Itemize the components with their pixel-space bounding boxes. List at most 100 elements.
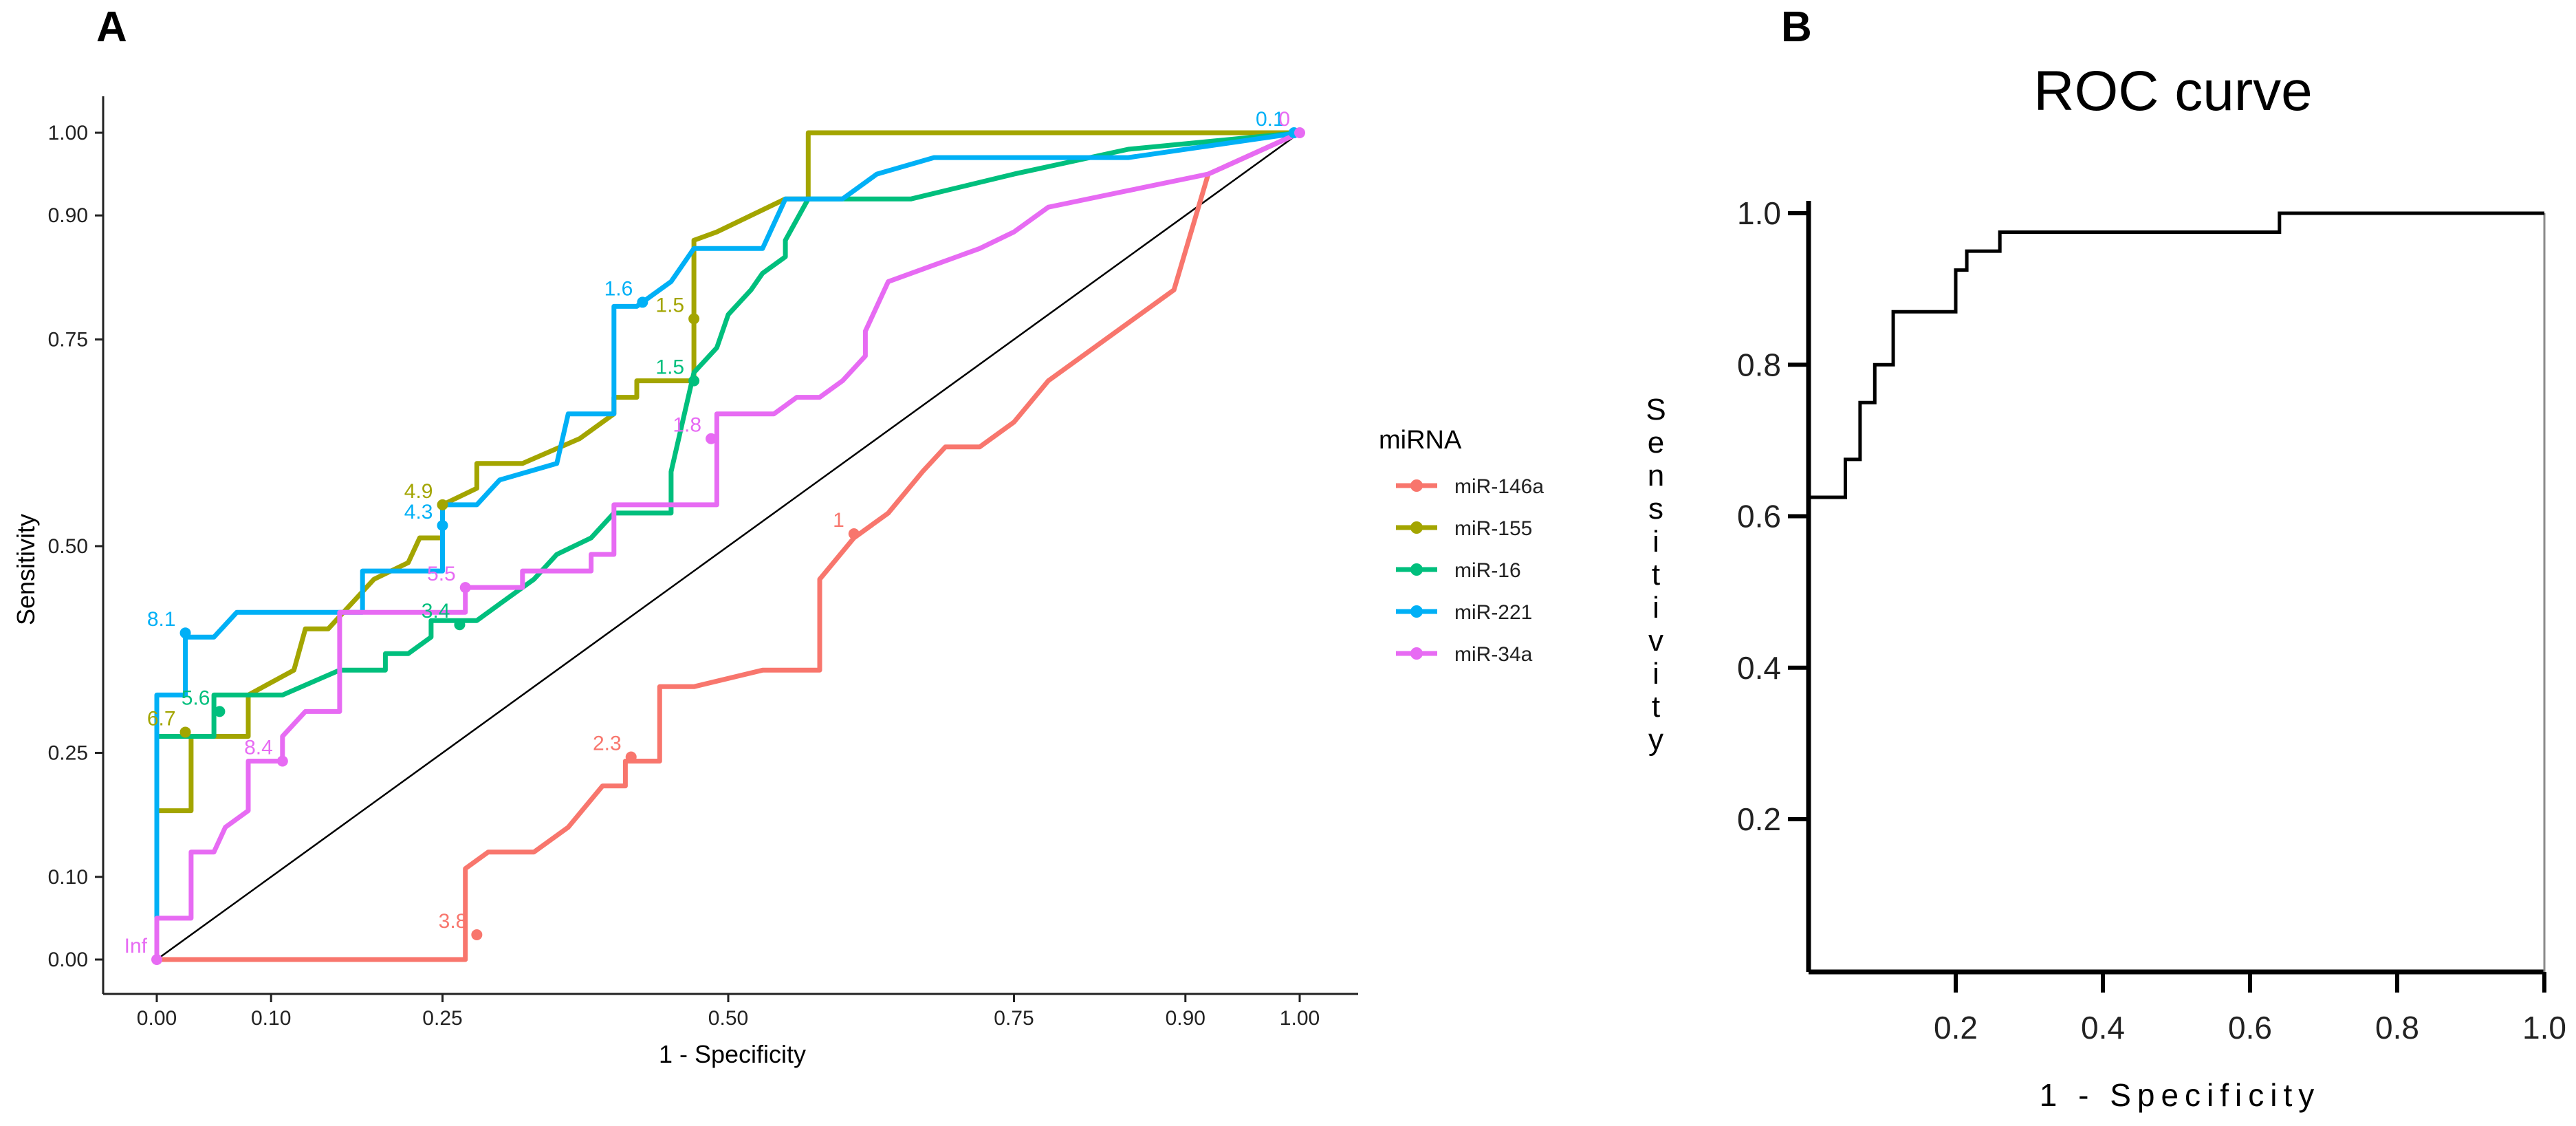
threshold-label-mir-16: 3.4 bbox=[422, 600, 450, 622]
roc-step-line bbox=[1809, 211, 2544, 499]
series-line-mir-16 bbox=[154, 130, 1300, 960]
threshold-point-mir-34a bbox=[151, 954, 162, 965]
legend-title: miRNA bbox=[1379, 426, 1462, 455]
panel-b-x-axis-title: 1 - Specificity bbox=[2040, 1077, 2321, 1113]
panel-a-x-tick-label: 1.00 bbox=[1280, 1007, 1320, 1030]
panel-a-y-tick-label: 0.00 bbox=[48, 949, 88, 971]
panel-a-y-tick-label: 0.50 bbox=[48, 535, 88, 558]
threshold-point-mir-221 bbox=[437, 519, 448, 531]
panel-b-y-ticks: 0.2 0.4 0.6 0.8 1.0 bbox=[1737, 195, 1809, 837]
panel-b-y-axis-title-letter: y bbox=[1648, 723, 1663, 757]
panel-a-y-ticks: 0.00 0.10 0.25 0.50 0.75 0.90 1.00 bbox=[48, 122, 103, 971]
panel-b-y-axis-title-letter: t bbox=[1652, 558, 1660, 592]
panel-b-x-tick-label: 0.4 bbox=[2081, 1010, 2125, 1046]
panel-a-threshold-markers: 3.8 2.3 1 6.7 4.9 1.5 5.6 3.4 1.5 8.1 4.3 1.6 0.1 Inf… bbox=[124, 108, 1305, 965]
legend-items: miR-146a miR-155 miR-16 miR-221 miR-34a bbox=[1396, 475, 1544, 666]
panel-a-x-tick-label: 0.75 bbox=[994, 1007, 1034, 1030]
panel-b-x-tick-label: 0.6 bbox=[2228, 1010, 2272, 1046]
threshold-label-mir-146a: 3.8 bbox=[439, 910, 468, 933]
threshold-point-mir-16 bbox=[688, 375, 700, 387]
panel-a-y-tick-label: 0.10 bbox=[48, 866, 88, 889]
legend-label-mir-16: miR-16 bbox=[1454, 559, 1521, 582]
threshold-point-mir-34a bbox=[276, 755, 288, 767]
threshold-point-mir-16 bbox=[454, 619, 466, 631]
legend: miRNA miR-146a miR-155 miR-16 miR-221 miR-34… bbox=[1379, 426, 1544, 666]
panel-b-x-tick-label: 0.8 bbox=[2375, 1010, 2419, 1046]
series-line-mir-146a bbox=[157, 130, 1301, 962]
panel-b-letter: B bbox=[1781, 3, 1812, 51]
threshold-label-mir-146a: 1 bbox=[833, 509, 844, 532]
panel-a-x-tick-label: 0.90 bbox=[1166, 1007, 1205, 1030]
panel-b-y-axis-title-letter: i bbox=[1652, 591, 1659, 625]
panel-b-y-axis-title-letter: i bbox=[1652, 525, 1659, 559]
panel-b-y-axis-title-letter: n bbox=[1648, 459, 1664, 492]
panel-a-x-tick-label: 0.00 bbox=[137, 1007, 177, 1030]
panel-a-series bbox=[154, 130, 1301, 962]
legend-marker-mir-155 bbox=[1410, 521, 1423, 534]
threshold-label-mir-155: 4.9 bbox=[404, 480, 433, 503]
threshold-label-mir-34a: 0 bbox=[1278, 108, 1290, 131]
threshold-label-mir-16: 5.6 bbox=[182, 686, 210, 709]
threshold-label-mir-221: 8.1 bbox=[147, 608, 176, 631]
threshold-label-mir-34a: 5.5 bbox=[427, 563, 456, 585]
panel-a-y-tick-label: 1.00 bbox=[48, 122, 88, 144]
series-line-mir-221 bbox=[154, 130, 1300, 960]
panel-b-y-axis-title-letter: i bbox=[1652, 657, 1659, 691]
threshold-label-mir-146a: 2.3 bbox=[593, 733, 622, 755]
legend-label-mir-155: miR-155 bbox=[1454, 517, 1532, 540]
legend-marker-mir-16 bbox=[1410, 563, 1423, 576]
panel-b-series bbox=[1809, 211, 2544, 499]
panel-a-y-tick-label: 0.75 bbox=[48, 329, 88, 351]
panel-b-y-tick-label: 0.8 bbox=[1737, 347, 1781, 382]
threshold-point-mir-146a bbox=[471, 929, 483, 940]
panel-b-x-ticks: 0.2 0.4 0.6 0.8 1.0 bbox=[1934, 972, 2566, 1046]
panel-b-y-tick-label: 0.2 bbox=[1737, 801, 1781, 837]
threshold-point-mir-221 bbox=[637, 296, 648, 308]
threshold-label-mir-155: 6.7 bbox=[147, 707, 176, 730]
panel-b-x-tick-label: 1.0 bbox=[2522, 1010, 2566, 1046]
panel-a-y-tick-label: 0.25 bbox=[48, 742, 88, 765]
panel-b: B ROC curve 0.2 0.4 0.6 0.8 1.0 0.2 0.4 0.6 0.8… bbox=[1646, 3, 2566, 1113]
panel-b-y-tick-label: 0.6 bbox=[1737, 499, 1781, 534]
legend-label-mir-221: miR-221 bbox=[1454, 601, 1532, 624]
panel-b-x-tick-label: 0.2 bbox=[1934, 1010, 1978, 1046]
panel-b-y-axis-title-letter: S bbox=[1646, 393, 1666, 426]
series-line-mir-34a bbox=[154, 130, 1301, 960]
threshold-label-mir-221: 1.6 bbox=[604, 277, 633, 300]
threshold-label-mir-221: 0.1 bbox=[1256, 108, 1285, 131]
threshold-point-mir-155 bbox=[688, 313, 700, 325]
threshold-label-mir-221: 4.3 bbox=[404, 501, 433, 523]
panel-a-x-ticks: 0.00 0.10 0.25 0.50 0.75 0.90 1.00 bbox=[137, 994, 1320, 1030]
threshold-point-mir-34a bbox=[459, 582, 471, 594]
threshold-point-mir-146a bbox=[625, 751, 637, 763]
panel-a-y-tick-label: 0.90 bbox=[48, 204, 88, 227]
panel-b-y-tick-label: 0.4 bbox=[1737, 650, 1781, 686]
threshold-point-mir-146a bbox=[848, 528, 860, 539]
panel-a-x-tick-label: 0.50 bbox=[708, 1007, 748, 1030]
panel-b-y-tick-label: 1.0 bbox=[1737, 195, 1781, 231]
legend-label-mir-34a: miR-34a bbox=[1454, 643, 1533, 666]
panel-b-title: ROC curve bbox=[2033, 60, 2313, 122]
threshold-point-mir-16 bbox=[214, 706, 226, 717]
threshold-point-mir-155 bbox=[437, 499, 448, 510]
threshold-label-mir-155: 1.5 bbox=[655, 294, 684, 316]
threshold-label-mir-34a: 8.4 bbox=[244, 737, 273, 759]
panel-a-x-tick-label: 0.10 bbox=[251, 1007, 291, 1030]
threshold-label-mir-16: 1.5 bbox=[655, 356, 684, 379]
legend-label-mir-146a: miR-146a bbox=[1454, 475, 1544, 498]
panel-a-x-axis-title: 1 - Specificity bbox=[659, 1040, 806, 1068]
threshold-label-mir-34a: 1.8 bbox=[673, 414, 701, 437]
legend-marker-mir-221 bbox=[1410, 605, 1423, 618]
panel-b-y-axis-title-letter: s bbox=[1648, 492, 1663, 526]
panel-b-y-axis-title-letter: t bbox=[1652, 690, 1660, 724]
panel-a-letter: A bbox=[96, 3, 127, 51]
series-line-mir-155 bbox=[154, 130, 1300, 960]
panel-b-y-axis-title-letter: e bbox=[1648, 426, 1664, 459]
panel-a: A 0.00 0.10 0.25 0.50 0.75 0.90 1.00 0.000.100… bbox=[12, 3, 1544, 1068]
panel-a-x-tick-label: 0.25 bbox=[422, 1007, 462, 1030]
threshold-point-mir-34a bbox=[706, 433, 717, 444]
panel-a-reference-line bbox=[156, 131, 1300, 961]
panel-b-y-axis-title: Sensitivity bbox=[1646, 393, 1666, 757]
threshold-label-mir-34a: Inf bbox=[124, 935, 148, 957]
legend-marker-mir-34a bbox=[1410, 647, 1423, 660]
